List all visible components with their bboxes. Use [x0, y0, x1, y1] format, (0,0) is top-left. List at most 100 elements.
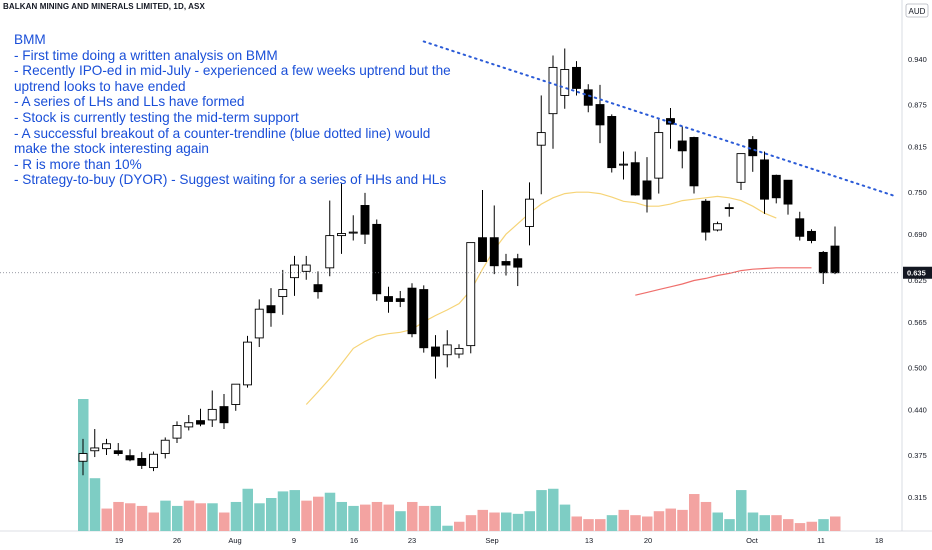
candle-body: [560, 69, 570, 96]
time-tick-label: 16: [350, 536, 358, 545]
price-tick-label: 0.940: [908, 55, 927, 64]
volume-bar: [559, 504, 571, 531]
candle-body: [313, 284, 323, 293]
volume-bar: [383, 504, 394, 531]
candle-body: [431, 346, 440, 357]
volume-bar: [689, 494, 700, 531]
candle-body: [137, 458, 147, 466]
candle-body: [419, 289, 429, 349]
volume-bar: [512, 513, 524, 531]
volume-bar: [148, 512, 159, 531]
volume-bar: [242, 488, 253, 531]
volume-bar: [430, 505, 441, 531]
volume-bar: [489, 512, 500, 531]
volume-bar: [477, 509, 488, 531]
candle-body: [325, 235, 335, 269]
candle-body: [830, 245, 840, 274]
candles: [78, 48, 840, 476]
volume-bar: [277, 491, 289, 531]
ma-long-line: [635, 267, 812, 296]
candle-body: [466, 242, 476, 347]
volume-bar: [606, 515, 618, 531]
last-price-label: 0.635: [907, 269, 926, 278]
volume-bar: [783, 519, 794, 531]
candle-body: [301, 264, 311, 272]
volume-bar: [724, 519, 735, 531]
price-axis[interactable]: 0.940 0.875 0.815 0.750 0.690 0.625 0.565 0.500…: [903, 55, 932, 502]
time-tick-label: 9: [292, 536, 296, 545]
volume-bar: [642, 516, 653, 531]
candle-body: [243, 341, 252, 386]
price-tick-label: 0.375: [908, 451, 927, 460]
candle-body: [525, 198, 534, 227]
analysis-note-line: - Stock is currently testing the mid-ter…: [14, 109, 299, 125]
volume-bar: [465, 515, 477, 531]
volume-bar: [501, 512, 512, 531]
candle-body: [454, 347, 464, 355]
volume-bar: [336, 501, 347, 531]
volume-bar: [371, 501, 383, 531]
volume-bar: [395, 511, 406, 531]
volume-bar: [254, 503, 265, 531]
volume-bar: [230, 501, 242, 531]
price-tick-label: 0.440: [908, 405, 927, 414]
candle-body: [348, 231, 358, 234]
candle-body: [807, 230, 816, 241]
candle-body: [572, 66, 581, 89]
candle-body: [196, 420, 205, 425]
candle-body: [254, 308, 264, 339]
candle-body: [478, 237, 487, 262]
volume-bar: [219, 512, 230, 531]
candle-body: [160, 439, 170, 455]
analysis-note-line: - A successful breakout of a counter-tre…: [14, 125, 431, 141]
price-tick-label: 0.875: [908, 101, 927, 110]
candle-body: [442, 344, 452, 356]
time-tick-label: 19: [115, 536, 123, 545]
candle-body: [90, 447, 100, 452]
candle-body: [149, 453, 158, 469]
candle-body: [536, 132, 546, 146]
price-tick-label: 0.625: [908, 276, 927, 285]
candle-body: [489, 237, 499, 267]
volume-bar: [442, 525, 453, 531]
counter-trendline: [422, 40, 895, 197]
candle-body: [677, 140, 687, 152]
time-tick-label: 13: [585, 536, 593, 545]
volume-bar: [454, 521, 465, 531]
candle-body: [818, 251, 828, 274]
currency-badge: AUD: [905, 3, 929, 18]
chart-title: BALKAN MINING AND MINERALS LIMITED, 1D, …: [3, 2, 205, 11]
price-tick-label: 0.500: [908, 363, 927, 372]
time-tick-label: 11: [817, 536, 825, 545]
volume-bar: [665, 508, 676, 531]
candle-body: [689, 137, 699, 187]
candle-body: [219, 406, 229, 424]
time-axis[interactable]: 19 26 Aug 9 16 23 Sep 13 20 Oct 11 18: [115, 536, 883, 545]
analysis-note-line: - First time doing a written analysis on…: [14, 47, 278, 63]
volume-bar: [348, 505, 359, 531]
candle-body: [760, 159, 769, 200]
volume-bar: [677, 509, 688, 531]
volume-bar: [136, 505, 148, 531]
volume-bar: [524, 511, 535, 531]
candle-body: [513, 258, 523, 268]
candle-body: [501, 261, 511, 266]
volume-bar: [830, 516, 841, 531]
analysis-note-line: BMM: [14, 32, 46, 47]
analysis-note-line: make the stock interesting again: [14, 141, 209, 157]
volume-bar: [313, 496, 324, 531]
volume-bar: [160, 500, 171, 531]
volume-bar: [700, 501, 712, 531]
candle-body: [724, 207, 734, 210]
analysis-notes: BMM - First time doing a written analysis…: [14, 32, 451, 188]
volume-bar: [324, 492, 336, 531]
price-tick-label: 0.565: [908, 318, 927, 327]
volume-bar: [571, 516, 582, 531]
volume-bar: [113, 501, 124, 531]
candle-body: [701, 200, 711, 233]
candle-body: [290, 264, 299, 279]
ma-short-line: [305, 191, 777, 405]
volume-bar: [712, 512, 723, 531]
trendline: [0, 40, 900, 274]
